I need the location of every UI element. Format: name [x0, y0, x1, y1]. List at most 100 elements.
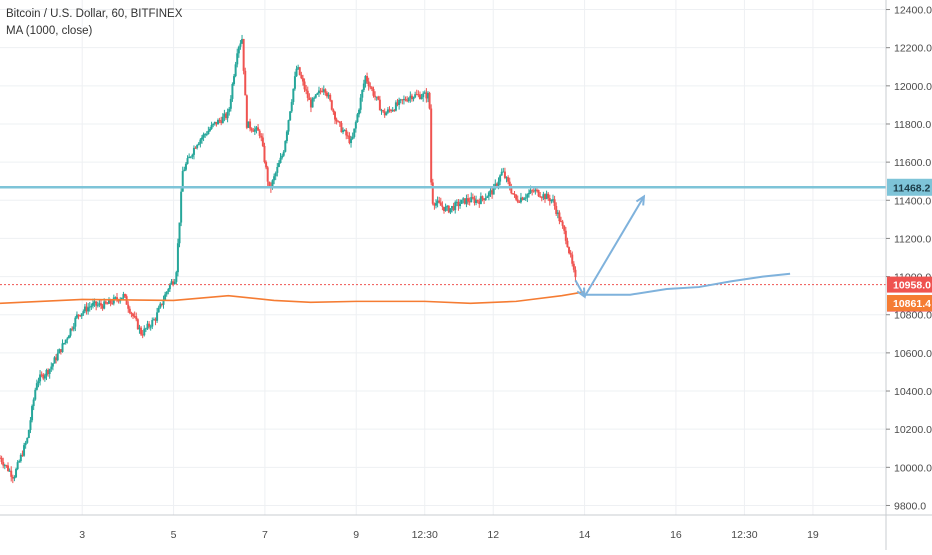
candle-body[interactable]	[18, 461, 21, 463]
candle-body[interactable]	[282, 151, 285, 156]
candle-body[interactable]	[467, 198, 470, 202]
candle-body[interactable]	[507, 177, 510, 182]
candle-body[interactable]	[72, 326, 75, 330]
candle-body[interactable]	[457, 201, 460, 207]
candle-body[interactable]	[225, 113, 228, 119]
candle-body[interactable]	[141, 334, 144, 336]
candle-body[interactable]	[229, 98, 232, 109]
candle-body[interactable]	[388, 109, 391, 111]
candle-body[interactable]	[29, 420, 32, 430]
candle-body[interactable]	[529, 190, 532, 193]
candle-body[interactable]	[13, 477, 16, 479]
candle-body[interactable]	[324, 89, 327, 93]
candle-body[interactable]	[63, 343, 66, 345]
candle-body[interactable]	[532, 190, 535, 192]
candle-body[interactable]	[116, 297, 119, 300]
candle-body[interactable]	[370, 87, 373, 89]
candle-body[interactable]	[481, 196, 484, 199]
candle-body[interactable]	[535, 189, 538, 191]
candle-body[interactable]	[216, 119, 219, 125]
candle-body[interactable]	[358, 109, 361, 115]
candle-body[interactable]	[242, 38, 245, 71]
candle-body[interactable]	[295, 68, 298, 77]
candle-body[interactable]	[181, 171, 184, 192]
candle-body[interactable]	[484, 197, 487, 201]
candle-body[interactable]	[95, 301, 98, 306]
candle-body[interactable]	[499, 175, 502, 182]
candle-body[interactable]	[321, 91, 324, 93]
candle-body[interactable]	[199, 139, 202, 144]
candle-body[interactable]	[527, 192, 530, 195]
candle-body[interactable]	[455, 201, 458, 203]
candle-body[interactable]	[503, 171, 506, 178]
candle-body[interactable]	[353, 128, 356, 137]
candle-body[interactable]	[540, 197, 543, 199]
candle-body[interactable]	[106, 303, 109, 305]
candle-body[interactable]	[143, 328, 146, 336]
candle-body[interactable]	[241, 38, 244, 44]
candle-body[interactable]	[364, 76, 367, 84]
candle-body[interactable]	[109, 299, 112, 304]
candle-body[interactable]	[255, 127, 258, 130]
candle-body[interactable]	[534, 189, 537, 192]
candle-body[interactable]	[132, 313, 135, 317]
candle-body[interactable]	[401, 99, 404, 101]
candle-body[interactable]	[316, 93, 319, 95]
candle-body[interactable]	[394, 102, 397, 111]
candle-body[interactable]	[183, 169, 186, 172]
candle-body[interactable]	[220, 120, 223, 124]
candle-body[interactable]	[162, 300, 165, 305]
candle-body[interactable]	[548, 198, 551, 202]
candle-body[interactable]	[114, 297, 117, 299]
candle-body[interactable]	[83, 306, 86, 312]
candle-body[interactable]	[374, 95, 377, 97]
candle-body[interactable]	[90, 305, 93, 307]
candle-body[interactable]	[454, 202, 457, 211]
candle-body[interactable]	[558, 212, 561, 222]
candle-body[interactable]	[279, 157, 282, 163]
candle-body[interactable]	[465, 198, 468, 204]
candle-body[interactable]	[460, 199, 463, 204]
candle-body[interactable]	[39, 374, 42, 382]
candle-body[interactable]	[343, 130, 346, 132]
candle-body[interactable]	[308, 97, 311, 101]
candle-body[interactable]	[48, 369, 51, 374]
candle-body[interactable]	[237, 46, 240, 54]
projection-arrow-down[interactable]	[574, 279, 586, 298]
candle-body[interactable]	[479, 196, 482, 205]
candle-body[interactable]	[165, 291, 168, 295]
candle-body[interactable]	[293, 76, 296, 89]
candle-body[interactable]	[301, 78, 304, 82]
candle-body[interactable]	[444, 206, 447, 211]
candle-body[interactable]	[228, 108, 231, 112]
candle-body[interactable]	[531, 190, 534, 192]
candle-body[interactable]	[104, 301, 107, 304]
candle-body[interactable]	[412, 97, 415, 100]
candle-body[interactable]	[82, 311, 85, 314]
candle-body[interactable]	[93, 301, 96, 303]
candle-body[interactable]	[212, 123, 215, 126]
candle-body[interactable]	[327, 94, 330, 97]
candle-body[interactable]	[257, 127, 260, 131]
candle-body[interactable]	[205, 134, 208, 136]
symbol-title[interactable]: Bitcoin / U.S. Dollar, 60, BITFINEX	[6, 8, 183, 20]
candle-body[interactable]	[50, 366, 53, 370]
candle-body[interactable]	[42, 374, 45, 379]
candle-body[interactable]	[402, 98, 405, 101]
candle-body[interactable]	[80, 313, 83, 317]
candle-body[interactable]	[265, 162, 268, 168]
candle-body[interactable]	[197, 143, 200, 145]
candle-body[interactable]	[521, 197, 524, 200]
candle-body[interactable]	[261, 137, 264, 146]
candle-body[interactable]	[221, 116, 224, 124]
candle-body[interactable]	[260, 135, 263, 138]
candle-body[interactable]	[250, 128, 253, 131]
candle-body[interactable]	[566, 240, 569, 248]
candle-body[interactable]	[276, 166, 279, 173]
candle-body[interactable]	[462, 198, 465, 200]
candle-body[interactable]	[138, 327, 141, 330]
candle-body[interactable]	[359, 97, 362, 110]
candle-body[interactable]	[266, 167, 269, 182]
candle-body[interactable]	[233, 76, 236, 85]
candle-body[interactable]	[204, 134, 207, 136]
